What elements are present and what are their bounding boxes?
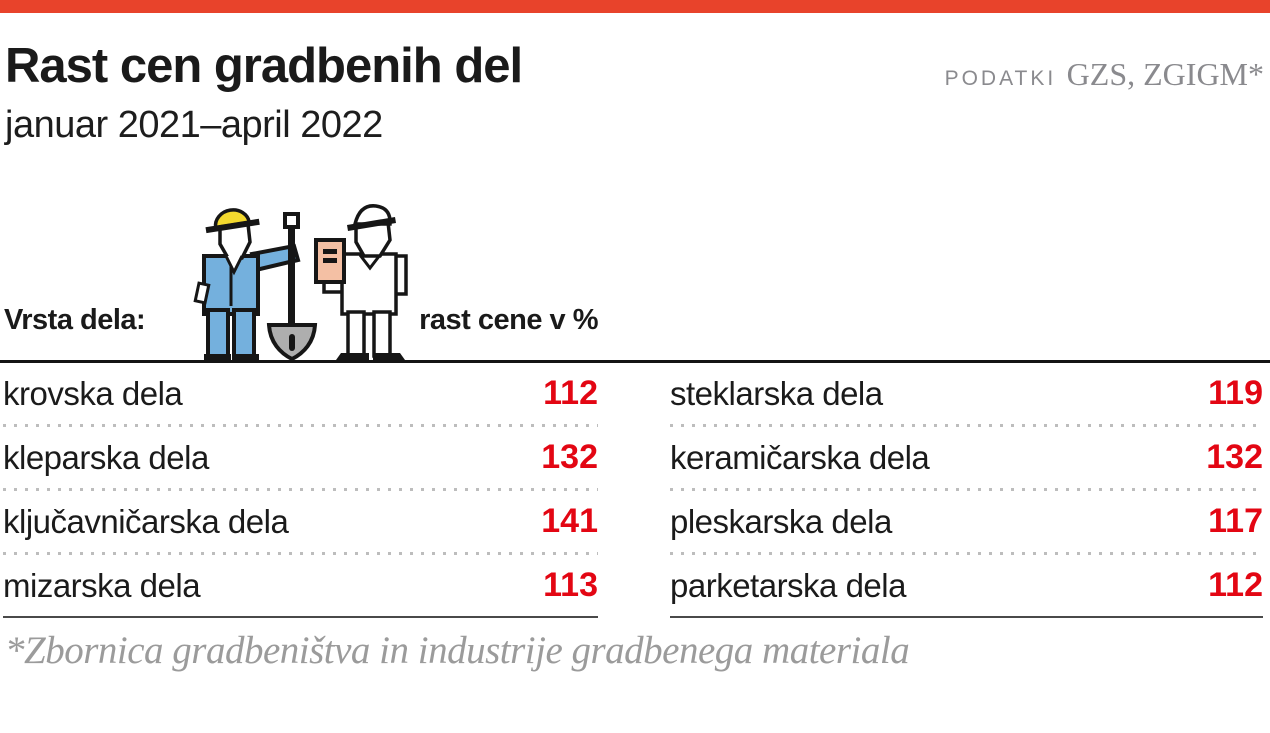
column-bottom-rule bbox=[670, 616, 1263, 618]
worker-shoe bbox=[232, 354, 259, 360]
subtitle-period: januar 2021–april 2022 bbox=[5, 104, 383, 146]
column-bottom-rule bbox=[3, 616, 598, 618]
shovel-grip bbox=[283, 212, 300, 229]
table-row: steklarska dela 119 bbox=[670, 363, 1263, 424]
page-title: Rast cen gradbenih del bbox=[5, 39, 523, 93]
table-row: parketarska dela 112 bbox=[670, 555, 1263, 616]
hard-hat-brim bbox=[347, 217, 396, 231]
table-row: kleparska dela 132 bbox=[3, 427, 598, 488]
top-accent-bar bbox=[0, 0, 1270, 13]
construction-workers-illustration bbox=[193, 204, 408, 362]
table-right-column: steklarska dela 119 keramičarska dela 13… bbox=[670, 363, 1263, 618]
source-value: GZS, ZGIGM* bbox=[1066, 56, 1264, 92]
price-growth-value: 112 bbox=[1208, 566, 1263, 604]
footnote: *Zbornica gradbeništva in industrije gra… bbox=[5, 629, 910, 672]
price-growth-value: 132 bbox=[541, 438, 598, 476]
work-type-label: pleskarska dela bbox=[670, 502, 892, 540]
source-label: PODATKI bbox=[944, 67, 1057, 90]
worker-shoe bbox=[204, 354, 231, 360]
price-growth-value: 119 bbox=[1208, 374, 1263, 412]
worker-with-shovel-icon bbox=[193, 208, 301, 360]
data-source: PODATKI GZS, ZGIGM* bbox=[945, 56, 1264, 93]
worker-shoe bbox=[336, 353, 369, 360]
worker-pocket bbox=[193, 281, 211, 305]
dotted-separator bbox=[670, 488, 1263, 491]
dotted-separator bbox=[3, 552, 598, 555]
work-type-label: keramičarska dela bbox=[670, 438, 930, 476]
work-type-label: mizarska dela bbox=[3, 566, 201, 604]
work-type-label: steklarska dela bbox=[670, 374, 883, 412]
price-growth-value: 112 bbox=[543, 374, 598, 412]
shovel-blade-slot bbox=[289, 334, 295, 351]
price-growth-value: 117 bbox=[1208, 502, 1263, 540]
price-growth-value: 113 bbox=[543, 566, 598, 604]
hard-hat-icon bbox=[205, 208, 260, 234]
table-row: keramičarska dela 132 bbox=[670, 427, 1263, 488]
table-left-column: krovska dela 112 kleparska dela 132 klju… bbox=[3, 363, 598, 618]
worker-collar bbox=[358, 254, 382, 271]
worker-shoe bbox=[373, 353, 405, 360]
table-row: mizarska dela 113 bbox=[3, 555, 598, 616]
dotted-separator bbox=[670, 424, 1263, 427]
price-growth-value: 132 bbox=[1206, 438, 1263, 476]
work-type-label: krovska dela bbox=[3, 374, 183, 412]
shovel-shaft bbox=[288, 226, 295, 328]
work-type-label: ključavničarska dela bbox=[3, 502, 289, 540]
table-row: pleskarska dela 117 bbox=[670, 491, 1263, 552]
price-growth-value: 141 bbox=[541, 502, 598, 540]
table-top-rule bbox=[0, 360, 1270, 363]
dotted-separator bbox=[3, 488, 598, 491]
column-header-price-growth: rast cene v % bbox=[419, 304, 598, 336]
table-row: ključavničarska dela 141 bbox=[3, 491, 598, 552]
table-row: krovska dela 112 bbox=[3, 363, 598, 424]
work-type-label: parketarska dela bbox=[670, 566, 906, 604]
worker-collar bbox=[224, 255, 244, 276]
shovel-icon bbox=[266, 212, 318, 362]
dotted-separator bbox=[670, 552, 1263, 555]
worker-with-clipboard-icon bbox=[314, 204, 408, 360]
work-type-label: kleparska dela bbox=[3, 438, 209, 476]
dotted-separator bbox=[3, 424, 598, 427]
column-header-work-type: Vrsta dela: bbox=[4, 304, 146, 336]
clipboard-icon bbox=[314, 238, 346, 284]
